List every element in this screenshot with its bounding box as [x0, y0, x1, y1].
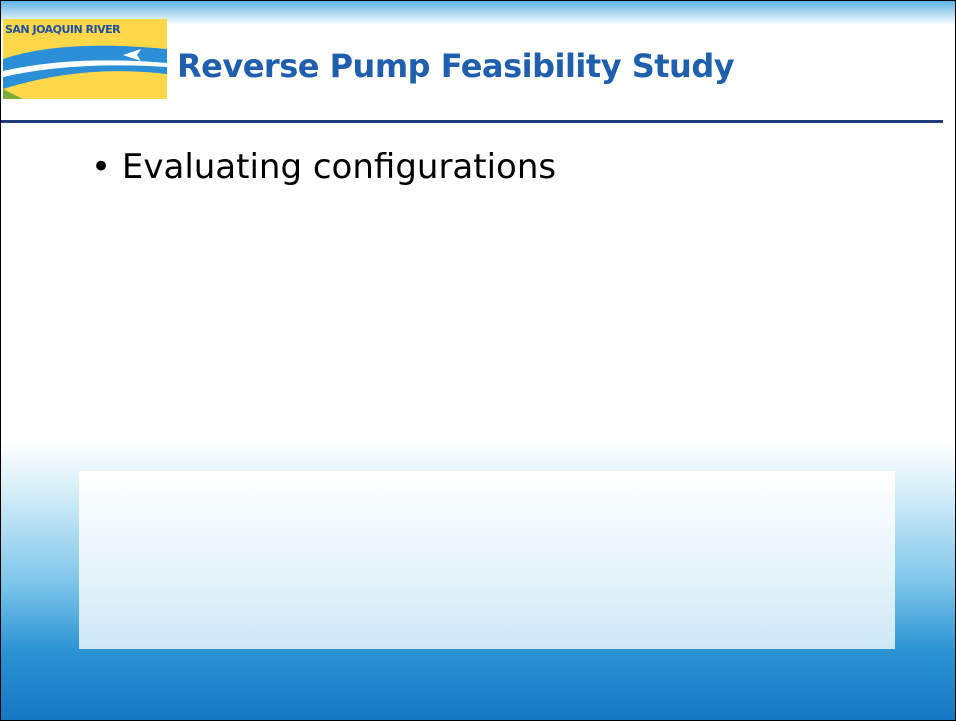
title-rule: [1, 120, 943, 123]
content-panel: [79, 471, 895, 649]
logo: SAN JOAQUIN RIVER: [3, 19, 167, 99]
logo-text: SAN JOAQUIN RIVER: [5, 23, 121, 36]
logo-art: [3, 45, 167, 99]
slide-title: Reverse Pump Feasibility Study: [177, 47, 735, 85]
bullet: • Evaluating configurations: [91, 147, 557, 187]
bullet-text: Evaluating configurations: [121, 147, 557, 187]
